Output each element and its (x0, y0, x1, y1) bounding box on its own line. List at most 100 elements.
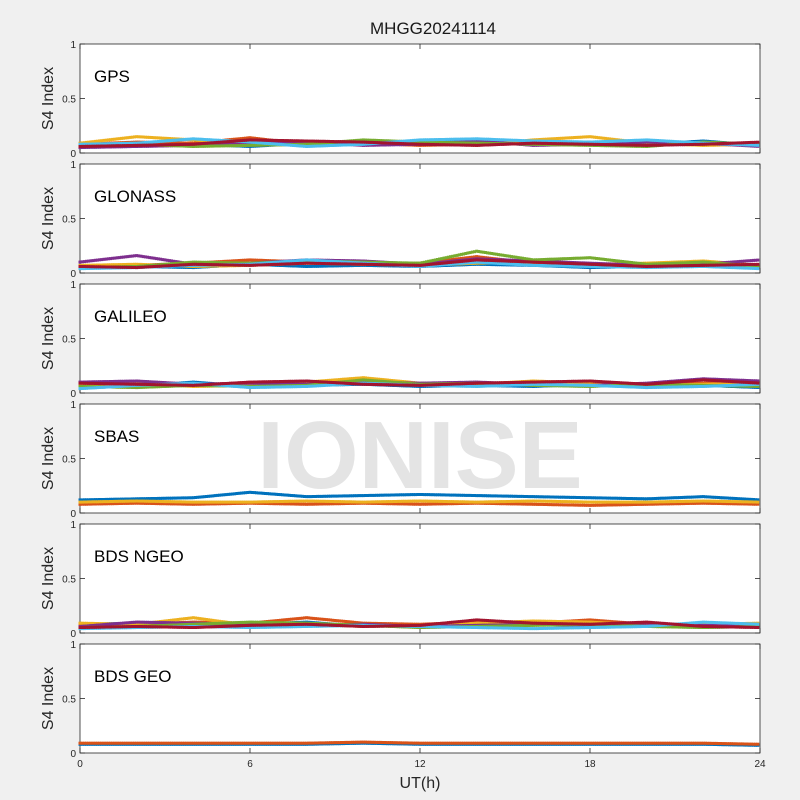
data-point (736, 260, 740, 264)
data-point (320, 262, 324, 265)
data-point (459, 143, 463, 147)
data-point (152, 140, 156, 144)
data-point (361, 262, 365, 266)
data-point (80, 144, 84, 148)
data-point (414, 263, 418, 267)
data-point (435, 140, 439, 144)
data-point (235, 259, 239, 263)
data-point (483, 143, 487, 147)
data-point (590, 135, 594, 139)
data-point (553, 261, 557, 265)
data-point (344, 260, 348, 264)
data-point (196, 142, 200, 146)
data-point (714, 142, 718, 146)
plot-area (79, 283, 761, 394)
data-point (573, 256, 577, 260)
data-point (697, 260, 701, 264)
data-point (525, 263, 529, 267)
data-point (259, 261, 263, 265)
data-point (165, 258, 169, 262)
data-point (187, 260, 191, 264)
data-point (252, 258, 256, 262)
data-point (289, 143, 293, 147)
data-point (588, 135, 592, 139)
data-point (412, 142, 415, 146)
data-point (712, 263, 716, 267)
data-point (170, 137, 173, 141)
data-point (104, 257, 108, 261)
data-point (714, 261, 718, 265)
data-point (653, 138, 657, 142)
data-point (699, 260, 703, 264)
data-point (442, 141, 446, 145)
data-point (658, 264, 662, 268)
data-point (643, 143, 646, 147)
data-point (128, 144, 132, 147)
data-point (605, 258, 609, 262)
data-point (231, 144, 235, 148)
data-point (261, 138, 265, 142)
data-point (575, 142, 579, 146)
data-point (350, 143, 354, 147)
data-point (235, 144, 239, 148)
data-point (305, 145, 309, 148)
data-point (664, 262, 668, 265)
data-point (632, 141, 636, 145)
data-point (174, 263, 178, 267)
data-point (586, 262, 590, 266)
data-point (451, 257, 455, 261)
data-point (560, 136, 564, 140)
data-point (357, 138, 361, 142)
data-point (588, 256, 592, 260)
data-point (501, 138, 505, 142)
data-point (483, 258, 487, 262)
data-point (198, 260, 202, 264)
data-point (353, 140, 357, 144)
data-point (89, 259, 93, 263)
data-point (743, 263, 747, 267)
data-point (738, 266, 742, 270)
data-point (466, 261, 470, 265)
data-point (405, 263, 409, 267)
data-point (159, 136, 163, 140)
data-point (492, 143, 496, 147)
data-point (477, 250, 481, 253)
data-point (562, 142, 566, 146)
data-point (486, 141, 490, 145)
data-point (490, 143, 494, 147)
data-point (667, 264, 670, 268)
data-point (372, 141, 376, 144)
data-point (91, 263, 95, 267)
data-point (174, 141, 178, 145)
data-point (536, 141, 540, 145)
data-point (754, 267, 758, 270)
data-point (701, 142, 705, 146)
data-point (372, 263, 376, 266)
data-point (316, 139, 320, 143)
data-point (324, 264, 328, 268)
data-point (113, 256, 117, 260)
data-point (412, 261, 415, 265)
data-point (311, 142, 315, 146)
data-point (276, 141, 280, 145)
data-point (316, 144, 320, 148)
data-point (265, 263, 269, 267)
data-point (536, 260, 540, 264)
data-point (329, 262, 333, 266)
data-point (468, 255, 472, 259)
data-point (492, 138, 496, 141)
data-point (475, 258, 479, 262)
data-point (274, 138, 278, 142)
data-point (612, 139, 616, 143)
data-point (276, 260, 280, 264)
data-point (100, 144, 104, 148)
data-point (488, 143, 492, 147)
data-point (429, 262, 433, 266)
data-point (85, 265, 88, 269)
data-point (603, 263, 607, 267)
data-point (255, 138, 258, 142)
data-point (571, 136, 575, 140)
data-point (187, 137, 191, 141)
data-point (520, 139, 524, 143)
